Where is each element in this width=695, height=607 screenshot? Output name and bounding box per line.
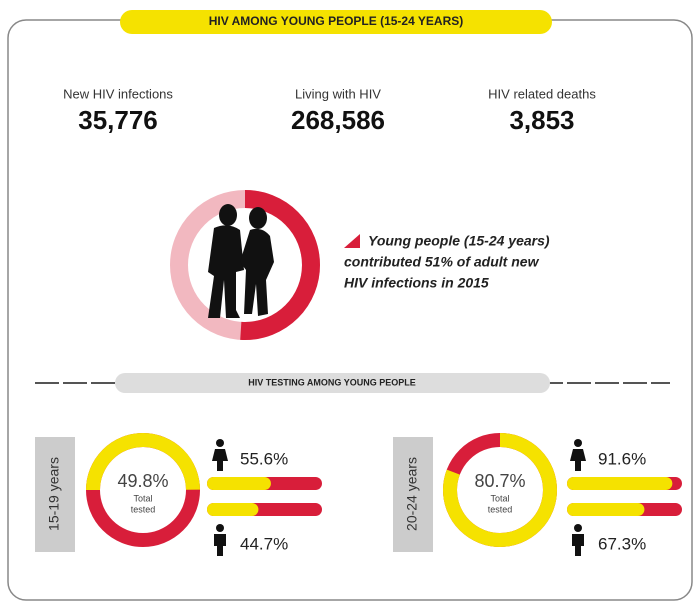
- icon-body: [570, 449, 586, 471]
- icon-head: [574, 524, 582, 532]
- icon-body: [212, 449, 228, 471]
- total-label: 80.7%: [474, 471, 525, 491]
- stat-value: 35,776: [78, 105, 158, 135]
- female-icon: [570, 439, 586, 471]
- stat-value: 3,853: [509, 105, 574, 135]
- header-title: HIV AMONG YOUNG PEOPLE (15-24 YEARS): [209, 14, 464, 28]
- female-label: 55.6%: [240, 449, 288, 468]
- female-label: 91.6%: [598, 449, 646, 468]
- female-icon: [212, 439, 228, 471]
- annotation-marker: [344, 234, 360, 248]
- age-label: 15-19 years: [46, 457, 62, 531]
- annotation: HIV infections in 2015: [344, 275, 489, 291]
- total-caption: Total: [490, 493, 509, 503]
- bar: [207, 477, 271, 490]
- male-icon: [572, 524, 584, 556]
- male-label: 67.3%: [598, 534, 646, 553]
- stat-label: New HIV infections: [63, 86, 173, 101]
- stat-label: Living with HIV: [295, 86, 381, 101]
- total-label: 49.8%: [117, 471, 168, 491]
- icon-body: [214, 534, 226, 556]
- icon-head: [216, 524, 224, 532]
- total-caption: tested: [131, 504, 156, 514]
- bar: [567, 477, 672, 490]
- icon-head: [216, 439, 224, 447]
- total-caption: Total: [133, 493, 152, 503]
- total-caption: tested: [488, 504, 513, 514]
- bar: [207, 503, 258, 516]
- silhouette: [208, 204, 274, 318]
- annotation: Young people (15-24 years): [368, 233, 550, 249]
- infographic: HIV AMONG YOUNG PEOPLE (15-24 YEARS) New…: [0, 0, 695, 607]
- section-title: HIV TESTING AMONG YOUNG PEOPLE: [248, 377, 416, 387]
- stat-label: HIV related deaths: [488, 86, 596, 101]
- male-icon: [214, 524, 226, 556]
- annotation: contributed 51% of adult new: [344, 254, 540, 270]
- male-label: 44.7%: [240, 534, 288, 553]
- icon-body: [572, 534, 584, 556]
- stat-value: 268,586: [291, 105, 385, 135]
- bar: [567, 503, 644, 516]
- age-label: 20-24 years: [404, 457, 420, 531]
- icon-head: [574, 439, 582, 447]
